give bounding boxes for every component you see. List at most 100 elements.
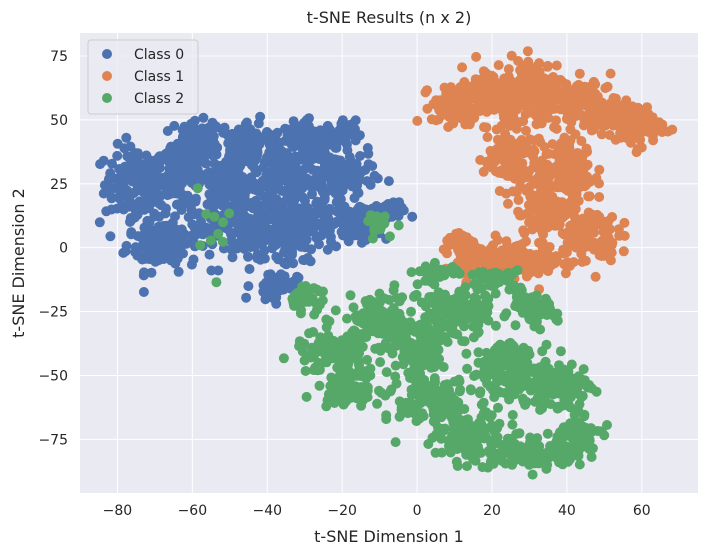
data-point <box>594 164 605 175</box>
data-point <box>526 189 536 200</box>
data-point <box>139 228 150 239</box>
data-point <box>342 369 353 380</box>
data-point <box>560 268 571 279</box>
data-point <box>562 424 573 435</box>
data-point <box>540 455 551 466</box>
data-point <box>591 173 602 183</box>
data-point <box>333 351 343 362</box>
y-tick-label: 0 <box>59 241 68 257</box>
data-point <box>379 211 390 222</box>
data-point <box>366 296 377 307</box>
data-point <box>365 179 376 190</box>
data-point <box>582 159 593 170</box>
data-point <box>483 370 494 381</box>
data-point <box>213 177 224 188</box>
data-point <box>459 423 470 434</box>
data-point <box>525 363 536 374</box>
data-point <box>596 129 607 140</box>
data-point <box>121 240 132 251</box>
data-point <box>244 218 255 229</box>
data-point <box>471 51 482 62</box>
data-point <box>534 217 545 228</box>
data-point <box>609 106 620 116</box>
x-tick-label: −80 <box>103 503 133 519</box>
data-point <box>507 340 518 351</box>
data-point <box>469 108 480 119</box>
data-point <box>308 127 319 138</box>
data-point <box>181 238 192 249</box>
data-point <box>273 279 284 290</box>
data-point <box>162 171 173 182</box>
data-point <box>380 338 391 349</box>
data-point <box>523 251 534 262</box>
data-point <box>331 375 342 386</box>
data-point <box>521 295 531 306</box>
data-point <box>366 305 377 316</box>
data-point <box>422 103 433 114</box>
data-point <box>426 345 437 356</box>
data-point <box>525 453 536 464</box>
data-point <box>586 452 597 462</box>
data-point <box>471 369 482 380</box>
data-point <box>506 141 517 152</box>
data-point <box>143 238 154 249</box>
data-point <box>561 88 572 98</box>
data-point <box>350 311 361 322</box>
data-point <box>182 190 193 201</box>
data-point <box>590 271 601 282</box>
data-point <box>445 447 456 458</box>
data-point <box>143 172 154 183</box>
data-point <box>241 292 252 303</box>
data-point <box>217 236 228 247</box>
y-tick-label: −25 <box>38 305 68 321</box>
data-point <box>252 144 263 155</box>
data-point <box>396 402 407 412</box>
data-point <box>253 208 264 218</box>
data-point <box>378 326 389 337</box>
data-point <box>196 127 207 138</box>
data-point <box>559 181 570 192</box>
data-point <box>621 116 632 127</box>
data-point <box>95 159 106 170</box>
data-point <box>138 270 149 281</box>
data-point <box>565 111 575 122</box>
data-point <box>339 176 350 187</box>
data-point <box>587 443 598 454</box>
data-point <box>273 254 284 265</box>
series-class-2 <box>192 183 612 480</box>
data-point <box>597 238 608 249</box>
data-point <box>575 437 585 447</box>
data-point <box>552 86 563 97</box>
data-point <box>507 410 518 420</box>
data-point <box>116 201 127 212</box>
data-point <box>330 305 341 316</box>
data-point <box>149 249 159 260</box>
data-point <box>569 409 580 420</box>
data-point <box>177 159 188 170</box>
legend-marker-class-2 <box>102 93 112 103</box>
data-point <box>473 347 484 358</box>
data-point <box>190 196 201 207</box>
data-point <box>524 134 535 145</box>
data-point <box>201 209 212 220</box>
data-point <box>384 231 395 242</box>
data-point <box>561 230 571 241</box>
data-point <box>300 366 311 376</box>
data-point <box>169 144 180 155</box>
data-point <box>490 355 501 366</box>
data-point <box>490 348 501 359</box>
data-point <box>667 124 678 135</box>
data-point <box>573 236 584 247</box>
data-point <box>552 401 563 412</box>
data-point <box>204 147 215 158</box>
data-point <box>494 186 505 196</box>
data-point <box>501 275 512 286</box>
data-point <box>314 380 325 391</box>
data-point <box>462 461 472 472</box>
data-point <box>526 83 537 94</box>
data-point <box>452 302 463 313</box>
data-point <box>130 242 141 253</box>
data-point <box>494 418 505 429</box>
data-point <box>537 403 548 414</box>
data-point <box>420 380 430 391</box>
